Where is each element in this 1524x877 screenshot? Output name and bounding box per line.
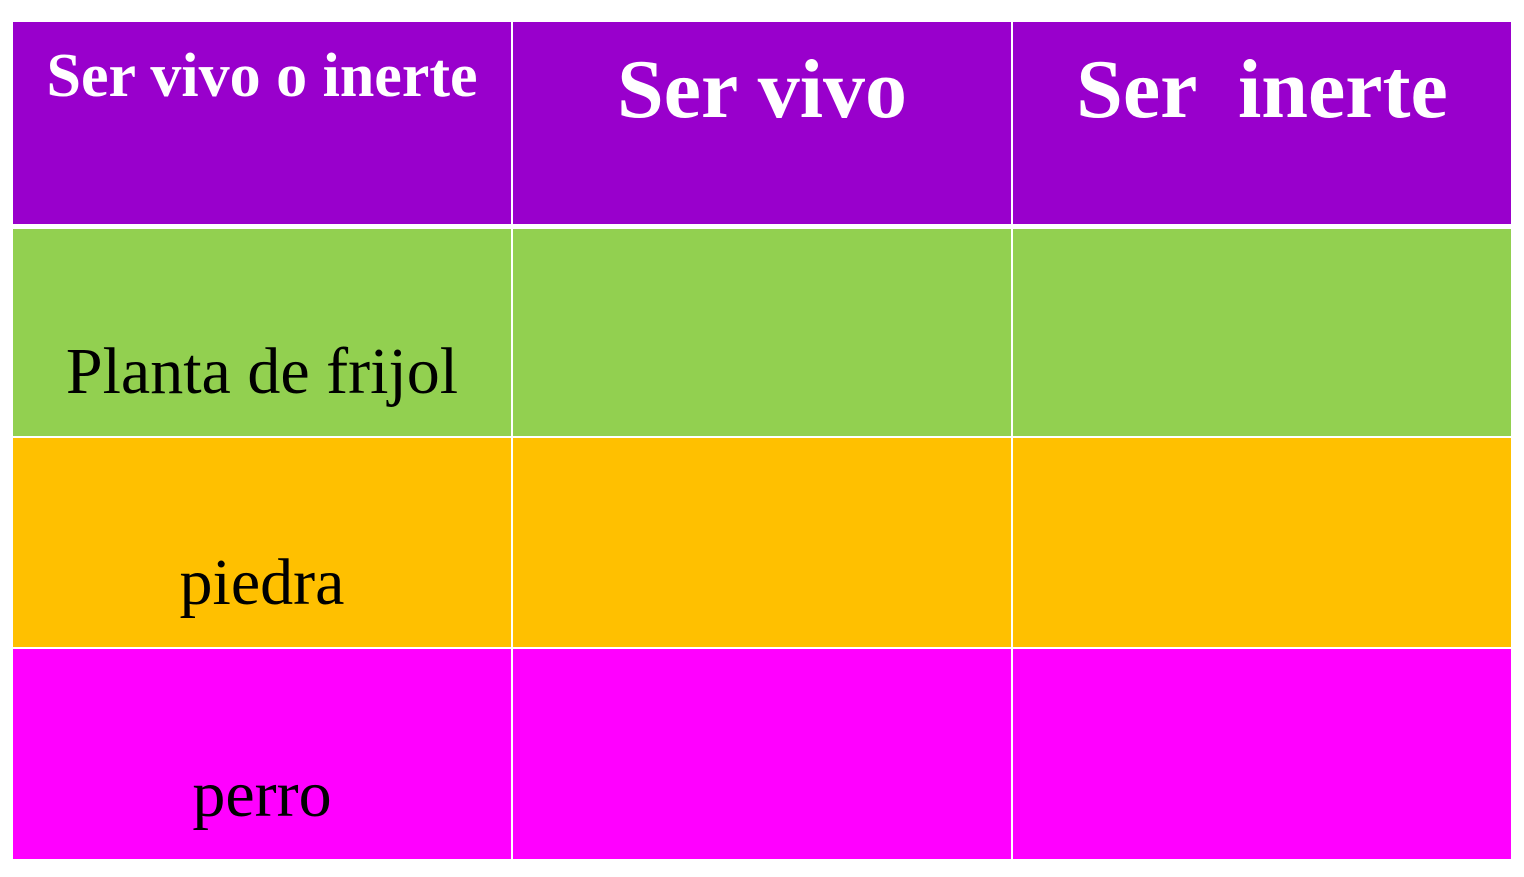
cell-planta-ser-vivo[interactable] [511, 229, 1011, 438]
row-label-planta: Planta de frijol [13, 229, 511, 438]
cell-piedra-ser-inerte[interactable] [1011, 438, 1511, 649]
cell-planta-ser-inerte[interactable] [1011, 229, 1511, 438]
row-label-perro: perro [13, 649, 511, 859]
cell-perro-ser-inerte[interactable] [1011, 649, 1511, 859]
header-ser-inerte: Ser inerte [1011, 22, 1511, 229]
header-ser-vivo-o-inerte: Ser vivo o inerte [13, 22, 511, 229]
row-label-piedra: piedra [13, 438, 511, 649]
classification-table: Ser vivo o inerte Ser vivo Ser inerte Pl… [13, 22, 1511, 863]
cell-piedra-ser-vivo[interactable] [511, 438, 1011, 649]
header-ser-vivo: Ser vivo [511, 22, 1011, 229]
cell-perro-ser-vivo[interactable] [511, 649, 1011, 859]
